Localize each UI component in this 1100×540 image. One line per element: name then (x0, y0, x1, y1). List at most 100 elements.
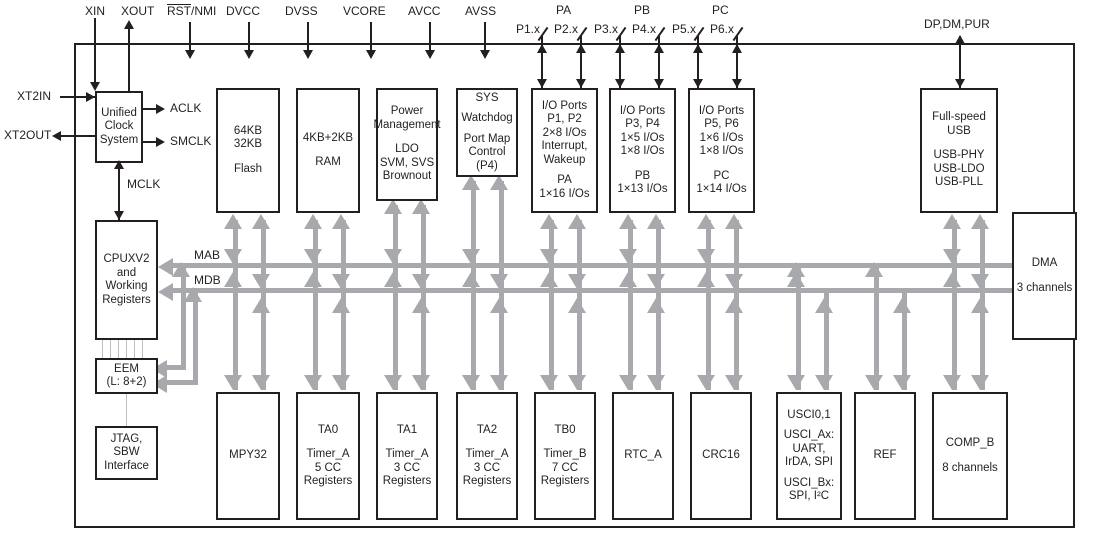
bus-slash-p6x (732, 26, 744, 42)
ram-block[interactable]: 4KB+2KB RAM (296, 88, 360, 213)
ref-block[interactable]: REF (854, 392, 916, 520)
io-pa-line-5: Wakeup (543, 153, 586, 166)
bus-ram-a-arrow-up (304, 214, 322, 229)
bus-usb-b-arrow-down2 (971, 375, 989, 390)
usci-ax-label: USCI_Ax: (783, 429, 835, 441)
line-p2x (580, 36, 582, 88)
bus-line-mdb (164, 288, 1032, 293)
sys-block[interactable]: SYS Watchdog Port Map Control (P4) (456, 88, 518, 177)
bus-iopc-b-lower (734, 290, 739, 390)
bus-sys-a-arrow-up2 (462, 272, 480, 287)
io-ports-pc-block[interactable]: I/O Ports P5, P6 1×6 I/Os 1×8 I/Os PC 1×… (688, 88, 755, 213)
rtc-a-name: RTC_A (624, 449, 662, 462)
bus-pmm-b-arrow-up2 (412, 298, 430, 313)
usci-bx-spi-i2c: SPI, I²C (788, 490, 830, 502)
usci-block[interactable]: USCI0,1 USCI_Ax: UART, IrDA, SPI USCI_Bx… (776, 392, 842, 520)
line-avcc (429, 22, 431, 52)
jtag-block[interactable]: JTAG, SBW Interface (95, 426, 158, 480)
pmm-brownout: Brownout (382, 170, 432, 183)
arrow-dvss-down (303, 50, 313, 59)
bus-ref-a-arrow-down2 (865, 375, 883, 390)
ta2-line-1: Timer_A (465, 448, 509, 460)
dma-block[interactable]: DMA 3 channels (1012, 212, 1077, 340)
ta0-block[interactable]: TA0 Timer_A 5 CC Registers (296, 392, 360, 520)
bus-usb-a-upper (952, 220, 957, 268)
bus-sys-b-upper (499, 181, 504, 268)
bus-iopb-b-arrow-up (647, 214, 665, 229)
label-mclk: MCLK (127, 177, 161, 191)
pin-label-p6x: P6.x (710, 22, 735, 36)
io-pa-count: 1×16 I/Os (539, 187, 590, 200)
sys-name: SYS (475, 92, 499, 104)
pin-label-xt2out: XT2OUT (4, 128, 52, 142)
bus-ram-a-arrow-down (304, 249, 322, 264)
comp-b-channels: 8 channels (942, 461, 998, 474)
eem-block[interactable]: EEM (L: 8+2) (95, 358, 158, 394)
usb-line-2: USB (947, 124, 971, 137)
bus-line-mab (164, 263, 1032, 268)
pin-label-avss: AVSS (465, 4, 497, 18)
pin-label-p5x: P5.x (672, 22, 697, 36)
bus-iopa-a-arrow-up2 (540, 272, 558, 287)
bus-pmm-b-lower (421, 290, 426, 390)
dma-channels: 3 channels (1016, 281, 1073, 294)
bus-pmm-b-arrow-up (412, 199, 430, 214)
crc16-block[interactable]: CRC16 (690, 392, 752, 520)
mpy32-block[interactable]: MPY32 (216, 392, 280, 520)
ref-name: REF (873, 449, 897, 462)
pmm-line-1: Power (390, 105, 424, 118)
bus-iopb-a-arrow-up2 (619, 272, 637, 287)
unified-clock-system-block[interactable]: Unified Clock System (95, 91, 143, 163)
usb-block[interactable]: Full-speed USB USB-PHY USB-LDO USB-PLL (920, 88, 998, 213)
mpy32-name: MPY32 (229, 449, 267, 462)
tb0-block[interactable]: TB0 Timer_B 7 CC Registers (534, 392, 596, 520)
cpu-line-1: CPUXV2 (103, 253, 150, 265)
arrow-p6x-down (732, 79, 742, 88)
bus-iopb-a-arrow-up (619, 214, 637, 229)
usb-line-1: Full-speed (932, 111, 986, 124)
bus-ram-b-arrow-up (332, 214, 350, 229)
power-management-block[interactable]: Power Management LDO SVM, SVS Brownout (373, 88, 441, 201)
sys-portmap-2: Control (468, 146, 506, 158)
io-pa-group: PA (557, 174, 572, 187)
io-pb-group: PB (634, 169, 651, 182)
bus-flash-b-arrow-down (252, 274, 270, 289)
bus-eem-feed-2-horz (162, 380, 198, 385)
arrow-aclk-right (156, 104, 165, 114)
bus-iopb-b-upper (656, 220, 661, 268)
ta1-block[interactable]: TA1 Timer_A 3 CC Registers (376, 392, 438, 520)
io-ports-pb-block[interactable]: I/O Ports P3, P4 1×5 I/Os 1×8 I/Os PB 1×… (609, 88, 676, 213)
line-xt2out (56, 135, 98, 137)
arrow-xt2out-left (52, 131, 61, 141)
ta1-name: TA1 (396, 423, 418, 436)
cpu-block[interactable]: CPUXV2 and Working Registers (95, 220, 158, 340)
bus-ram-a-arrow-down2 (304, 375, 322, 390)
flash-block[interactable]: 64KB 32KB Flash (216, 88, 280, 213)
bus-pmm-a-arrow-up (384, 199, 402, 214)
bus-ram-b-arrow-down2 (332, 375, 350, 390)
bus-usb-a-arrow-up (943, 214, 961, 229)
pmm-line-2: Management (373, 118, 441, 131)
bus-iopb-a-arrow-down2 (619, 375, 637, 390)
bus-iopc-b-arrow-up2 (725, 298, 743, 313)
arrow-xout-up (124, 20, 134, 29)
hairline-cpu-eem-3 (118, 340, 119, 358)
ta0-line-2: 5 CC (314, 461, 342, 474)
bus-iopb-b-arrow-down (647, 274, 665, 289)
bus-usb-a-arrow-down (943, 249, 961, 264)
rtc-a-block[interactable]: RTC_A (612, 392, 674, 520)
io-ports-pa-block[interactable]: I/O Ports P1, P2 2×8 I/Os Interrupt, Wak… (531, 88, 598, 213)
bus-iopc-b-arrow-up (725, 214, 743, 229)
ta2-block[interactable]: TA2 Timer_A 3 CC Registers (456, 392, 518, 520)
io-pb-line-4: 1×8 I/Os (620, 145, 665, 157)
bus-iopb-b-arrow-down2 (647, 375, 665, 390)
bus-mdb-arrow-left (158, 283, 173, 301)
cpu-line-4: Registers (102, 293, 151, 306)
arrow-p1x-up (537, 44, 547, 53)
bus-flash-b-arrow-down2 (252, 375, 270, 390)
comp-b-block[interactable]: COMP_B 8 channels (932, 392, 1008, 520)
ta1-line-1: Timer_A (385, 448, 429, 460)
io-pc-line-4: 1×8 I/Os (699, 145, 744, 157)
pin-label-p1x: P1.x (516, 22, 541, 36)
bus-flash-a-arrow-down (224, 249, 242, 264)
